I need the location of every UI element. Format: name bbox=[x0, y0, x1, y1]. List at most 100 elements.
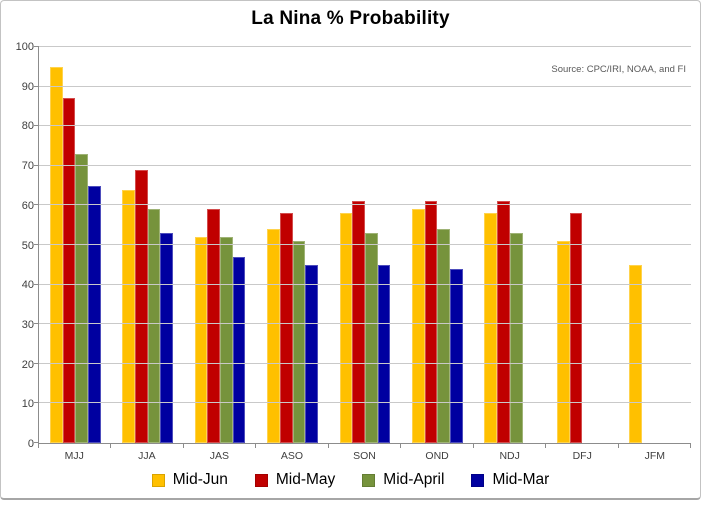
bar-mid-april-jas bbox=[220, 237, 233, 443]
bar-mid-jun-jja bbox=[122, 189, 135, 443]
x-tick-7 bbox=[545, 444, 547, 448]
y-tick-60 bbox=[34, 204, 39, 206]
bar-cluster bbox=[484, 47, 535, 443]
bar-group-dfj bbox=[546, 47, 618, 443]
y-tick-10 bbox=[34, 402, 39, 404]
bar-cluster bbox=[194, 47, 246, 443]
legend-label: Mid-Mar bbox=[492, 471, 550, 488]
bar-mid-jun-aso bbox=[267, 229, 280, 443]
bar-mid-may-jas bbox=[207, 209, 221, 443]
gridline-40 bbox=[39, 283, 691, 285]
bar-group-aso bbox=[256, 47, 328, 443]
y-tick-0 bbox=[34, 442, 39, 443]
bar-group-son bbox=[329, 47, 401, 443]
gridline-60 bbox=[39, 204, 691, 206]
gridline-30 bbox=[39, 323, 691, 325]
source-note: Source: CPC/IRI, NOAA, and FI bbox=[551, 64, 686, 75]
legend-item-mid-mar: Mid-Mar bbox=[471, 471, 549, 489]
y-tick-label-60: 60 bbox=[21, 199, 34, 212]
bar-cluster bbox=[267, 47, 318, 443]
bar-mid-april-aso bbox=[292, 241, 306, 443]
bar-cluster bbox=[629, 47, 680, 443]
legend-swatch-icon bbox=[362, 473, 376, 487]
bar-mid-may-aso bbox=[279, 213, 293, 443]
bar-mid-may-ndj bbox=[497, 201, 510, 443]
x-category-label-ndj: NDJ bbox=[499, 450, 520, 462]
x-category-label-dfj: DFJ bbox=[572, 450, 592, 462]
x-tick-8 bbox=[617, 444, 619, 448]
y-tick-label-80: 80 bbox=[21, 120, 34, 133]
bar-mid-may-son bbox=[352, 201, 365, 443]
x-tick-0 bbox=[38, 444, 39, 448]
bar-mid-mar-aso bbox=[305, 264, 318, 443]
bar-mid-mar-mjj bbox=[87, 185, 101, 443]
legend-item-mid-may: Mid-May bbox=[254, 471, 335, 489]
x-category-label-aso: ASO bbox=[280, 450, 304, 462]
plot-area: Source: CPC/IRI, NOAA, and FI bbox=[34, 46, 691, 448]
x-tick-5 bbox=[400, 444, 402, 448]
bar-group-ond bbox=[401, 47, 473, 443]
y-tick-100 bbox=[34, 46, 39, 47]
bar-mid-may-mjj bbox=[62, 98, 76, 443]
bar-mid-jun-mjj bbox=[49, 66, 63, 443]
bar-mid-jun-ond bbox=[412, 209, 425, 443]
legend-label: Mid-Jun bbox=[172, 471, 228, 488]
x-category-label-jfm: JFM bbox=[644, 450, 665, 462]
bar-cluster bbox=[49, 47, 101, 443]
y-tick-70 bbox=[34, 164, 39, 166]
bar-mid-april-ndj bbox=[509, 233, 523, 443]
bars-container bbox=[39, 47, 691, 443]
legend-item-mid-jun: Mid-Jun bbox=[151, 471, 228, 489]
x-tick-3 bbox=[255, 444, 257, 448]
bar-mid-mar-jja bbox=[160, 233, 173, 443]
y-tick-label-0: 0 bbox=[27, 438, 34, 450]
bar-mid-may-jja bbox=[134, 169, 148, 443]
bar-cluster bbox=[339, 47, 391, 443]
gridline-90 bbox=[39, 85, 691, 87]
bar-mid-april-ond bbox=[437, 229, 451, 443]
y-tick-50 bbox=[34, 244, 39, 245]
gridline-50 bbox=[39, 244, 691, 245]
bar-mid-mar-ond bbox=[450, 268, 463, 443]
x-category-label-jja: JJA bbox=[138, 450, 156, 462]
y-tick-80 bbox=[34, 125, 39, 127]
bar-cluster bbox=[556, 47, 608, 443]
chart-title: La Nina % Probability bbox=[251, 8, 450, 29]
y-tick-label-90: 90 bbox=[21, 80, 34, 93]
bar-mid-mar-son bbox=[377, 264, 391, 443]
x-tick-6 bbox=[472, 444, 474, 448]
bar-group-jas bbox=[184, 47, 256, 443]
x-tick-1 bbox=[110, 444, 112, 448]
bar-group-mjj bbox=[39, 47, 111, 443]
bar-cluster bbox=[412, 47, 463, 443]
bar-mid-jun-jas bbox=[194, 237, 208, 443]
y-tick-20 bbox=[34, 362, 39, 364]
gridline-70 bbox=[39, 164, 691, 166]
y-tick-label-30: 30 bbox=[21, 318, 34, 331]
y-tick-label-40: 40 bbox=[21, 279, 34, 292]
bar-mid-mar-jas bbox=[232, 256, 246, 443]
y-axis-labels: 0 10 20 30 40 50 60 70 80 90 100 bbox=[1, 41, 34, 450]
bar-group-jja bbox=[111, 47, 183, 443]
bar-mid-april-son bbox=[364, 233, 378, 443]
y-tick-40 bbox=[34, 283, 39, 285]
bar-mid-april-jja bbox=[147, 209, 161, 443]
bar-mid-april-mjj bbox=[75, 153, 88, 443]
bar-group-ndj bbox=[474, 47, 546, 443]
x-category-label-jas: JAS bbox=[209, 450, 230, 462]
bar-mid-jun-son bbox=[339, 213, 353, 443]
legend-label: Mid-April bbox=[383, 471, 445, 488]
legend: Mid-Jun Mid-May Mid-April Mid-Mar bbox=[1, 471, 700, 489]
gridline-80 bbox=[39, 125, 691, 127]
gridline-10 bbox=[39, 402, 691, 404]
x-tick-4 bbox=[327, 444, 329, 448]
bar-mid-jun-ndj bbox=[484, 213, 498, 443]
y-tick-label-10: 10 bbox=[21, 398, 34, 411]
y-tick-label-100: 100 bbox=[15, 41, 34, 53]
legend-swatch-icon bbox=[471, 473, 485, 487]
gridline-100 bbox=[39, 46, 691, 47]
legend-swatch-icon bbox=[151, 473, 165, 487]
y-tick-label-50: 50 bbox=[21, 239, 34, 252]
x-tick-9 bbox=[690, 444, 691, 448]
